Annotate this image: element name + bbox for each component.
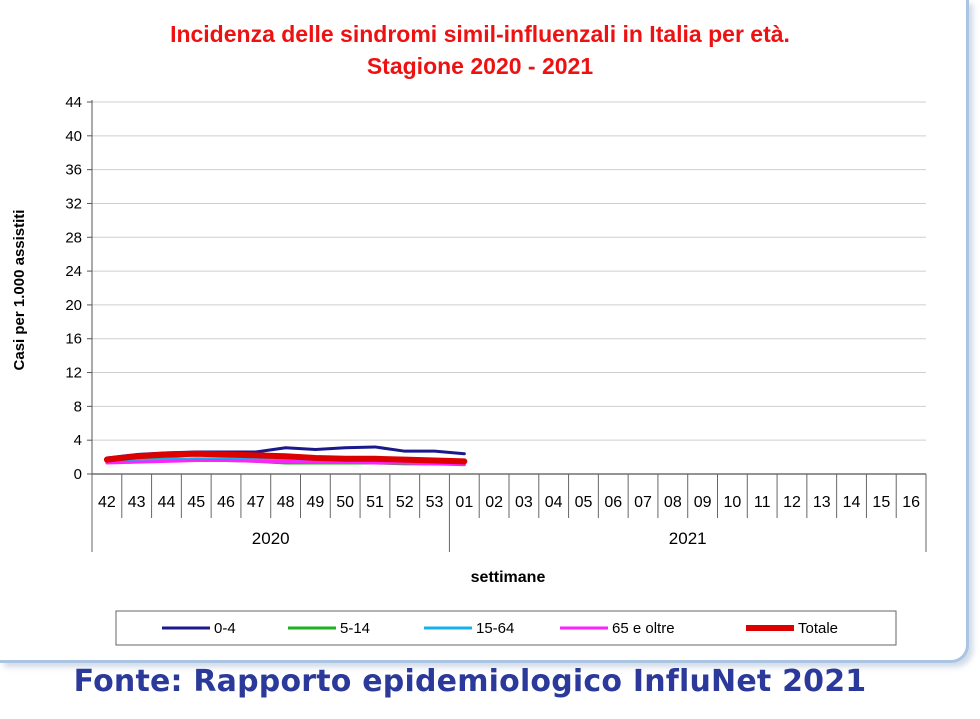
- x-tick-label: 01: [455, 494, 473, 511]
- x-tick-label: 42: [98, 494, 116, 511]
- x-tick-label: 52: [396, 494, 414, 511]
- x-tick-label: 06: [604, 494, 622, 511]
- x-tick-label: 09: [694, 494, 712, 511]
- x-tick-label: 53: [426, 494, 444, 511]
- x-tick-label: 13: [813, 494, 831, 511]
- y-tick-label: 8: [74, 398, 82, 415]
- chart-subtitle: Stagione 2020 - 2021: [367, 53, 593, 79]
- x-tick-label: 14: [843, 494, 861, 511]
- x-tick-label: 48: [277, 494, 295, 511]
- legend-label: 15-64: [476, 620, 514, 637]
- y-tick-label: 4: [74, 432, 82, 449]
- x-tick-label: 04: [545, 494, 563, 511]
- chart-title: Incidenza delle sindromi simil-influenza…: [170, 21, 790, 47]
- x-tick-label: 15: [872, 494, 890, 511]
- y-tick-labels: 0 4 8 12 16 20 24 28 32 36 40 44: [65, 94, 82, 483]
- y-tick-label: 28: [65, 229, 82, 246]
- y-axis-label: Casi per 1.000 assistiti: [11, 210, 28, 371]
- legend-items: 0-4 5-14 15-64 65 e oltre Totale: [162, 620, 838, 637]
- y-tick-label: 16: [65, 331, 82, 348]
- x-tick-label: 08: [664, 494, 682, 511]
- year-group-label: 2021: [669, 529, 707, 548]
- x-tick-label: 50: [336, 494, 354, 511]
- y-tick-label: 40: [65, 128, 82, 145]
- x-tick-label: 07: [634, 494, 652, 511]
- series-lines: [103, 445, 468, 467]
- x-tick-label: 11: [754, 494, 771, 511]
- x-tick-label: 12: [783, 494, 801, 511]
- legend-label: 5-14: [340, 620, 370, 637]
- x-tick-labels: 42 43 44 45 46 47 48 49 50 51 52 53 01 02 03 04 05 06 07 08…: [98, 494, 920, 511]
- legend-label: 0-4: [214, 620, 236, 637]
- x-tick-label: 45: [187, 494, 205, 511]
- x-tick-label: 16: [902, 494, 920, 511]
- series-line-65-e-oltre: [105, 458, 466, 466]
- x-tick-label: 51: [366, 494, 384, 511]
- y-tick-label: 0: [74, 466, 82, 483]
- x-tick-label: 44: [158, 494, 176, 511]
- x-tick-label: 02: [485, 494, 503, 511]
- y-tick-label: 32: [65, 195, 82, 212]
- x-tick-label: 05: [575, 494, 593, 511]
- y-tick-label: 36: [65, 162, 82, 179]
- y-tick-label: 44: [65, 94, 82, 111]
- legend: 0-4 5-14 15-64 65 e oltre Totale: [115, 610, 897, 646]
- x-axis-label: settimane: [471, 569, 546, 586]
- x-tick-label: 47: [247, 494, 265, 511]
- year-group-label: 2020: [252, 529, 290, 548]
- series-line-totale: [103, 450, 468, 465]
- x-tick-label: 03: [515, 494, 533, 511]
- legend-label: Totale: [798, 620, 838, 637]
- x-tick-label: 43: [128, 494, 146, 511]
- influenza-incidence-chart: Incidenza delle sindromi simil-influenza…: [11, 21, 927, 646]
- x-tick-label: 49: [306, 494, 324, 511]
- legend-label: 65 e oltre: [612, 620, 675, 637]
- year-group-labels: 2020 2021: [252, 529, 707, 548]
- x-tick-label: 46: [217, 494, 235, 511]
- y-tick-label: 12: [65, 365, 82, 382]
- y-tick-label: 24: [65, 263, 82, 280]
- axes: [87, 100, 927, 552]
- x-tick-label: 10: [723, 494, 741, 511]
- gridlines: [92, 101, 926, 441]
- slide-frame: [0, 0, 969, 663]
- source-caption: Fonte: Rapporto epidemiologico InfluNet …: [73, 664, 867, 699]
- y-tick-label: 20: [65, 297, 82, 314]
